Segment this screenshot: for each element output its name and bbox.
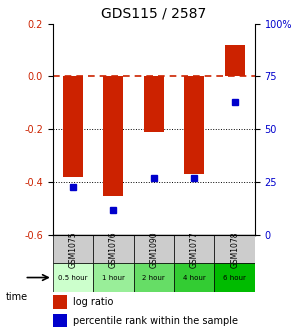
Text: GSM1078: GSM1078 [230,231,239,267]
FancyBboxPatch shape [134,263,174,292]
Bar [144,77,164,132]
FancyBboxPatch shape [214,263,255,292]
FancyBboxPatch shape [214,235,255,263]
FancyBboxPatch shape [134,235,174,263]
Text: log ratio: log ratio [73,297,113,307]
Text: 4 hour: 4 hour [183,275,206,281]
FancyBboxPatch shape [53,263,93,292]
Text: 0.5 hour: 0.5 hour [58,275,88,281]
FancyBboxPatch shape [53,235,93,263]
FancyBboxPatch shape [174,263,214,292]
Text: GSM1076: GSM1076 [109,231,118,268]
Text: 2 hour: 2 hour [142,275,165,281]
FancyBboxPatch shape [174,235,214,263]
Text: 1 hour: 1 hour [102,275,125,281]
Bar [63,77,83,177]
Text: time: time [6,292,28,302]
Title: GDS115 / 2587: GDS115 / 2587 [101,7,207,21]
Text: 6 hour: 6 hour [223,275,246,281]
Text: percentile rank within the sample: percentile rank within the sample [73,316,238,326]
Bar [53,314,67,327]
Bar [53,295,67,308]
FancyBboxPatch shape [93,235,134,263]
Bar [103,77,124,196]
Text: GSM1090: GSM1090 [149,231,158,268]
Text: GSM1075: GSM1075 [69,231,77,268]
Bar [224,45,245,77]
FancyBboxPatch shape [93,263,134,292]
Bar [184,77,205,174]
Text: GSM1077: GSM1077 [190,231,199,268]
